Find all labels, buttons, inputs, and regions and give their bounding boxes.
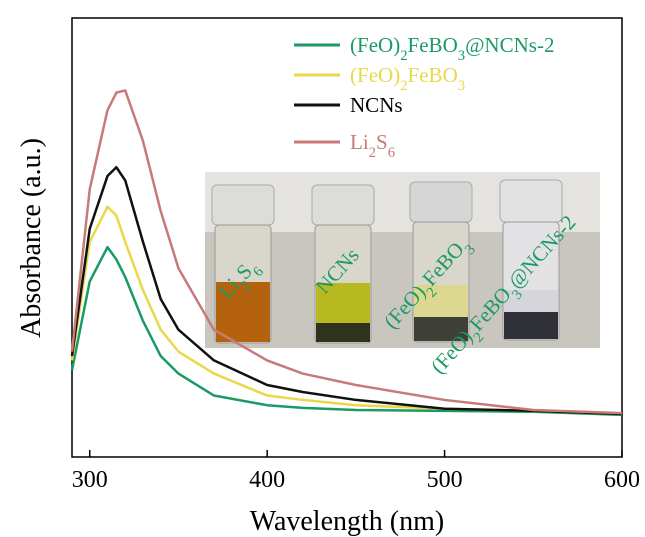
x-tick-label: 500 [427,467,463,493]
legend-label: Li2S6 [350,130,395,161]
chart: Wavelength (nm) Absorbance (a.u.) 300 400… [0,0,645,537]
legend-label: (FeO)2FeBO3 [350,63,465,94]
legend-label: NCNs [350,93,403,117]
legend-label: (FeO)2FeBO3@NCNs-2 [350,33,554,64]
x-tick-label: 300 [72,467,108,493]
x-tick-label: 600 [604,467,640,493]
x-tick-label: 400 [249,467,285,493]
x-axis-label: Wavelength (nm) [250,506,444,537]
y-axis-label: Absorbance (a.u.) [16,138,47,338]
